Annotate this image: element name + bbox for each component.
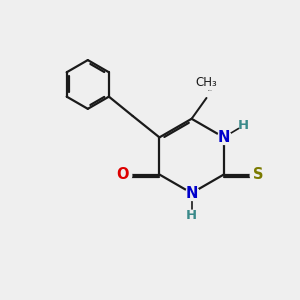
Text: N: N (218, 130, 230, 145)
Text: H: H (238, 119, 249, 132)
Text: methyl: methyl (208, 90, 213, 92)
Text: H: H (186, 209, 197, 223)
Text: S: S (253, 167, 264, 182)
Text: O: O (117, 167, 129, 182)
Text: N: N (185, 186, 198, 201)
Text: CH₃: CH₃ (196, 76, 217, 89)
